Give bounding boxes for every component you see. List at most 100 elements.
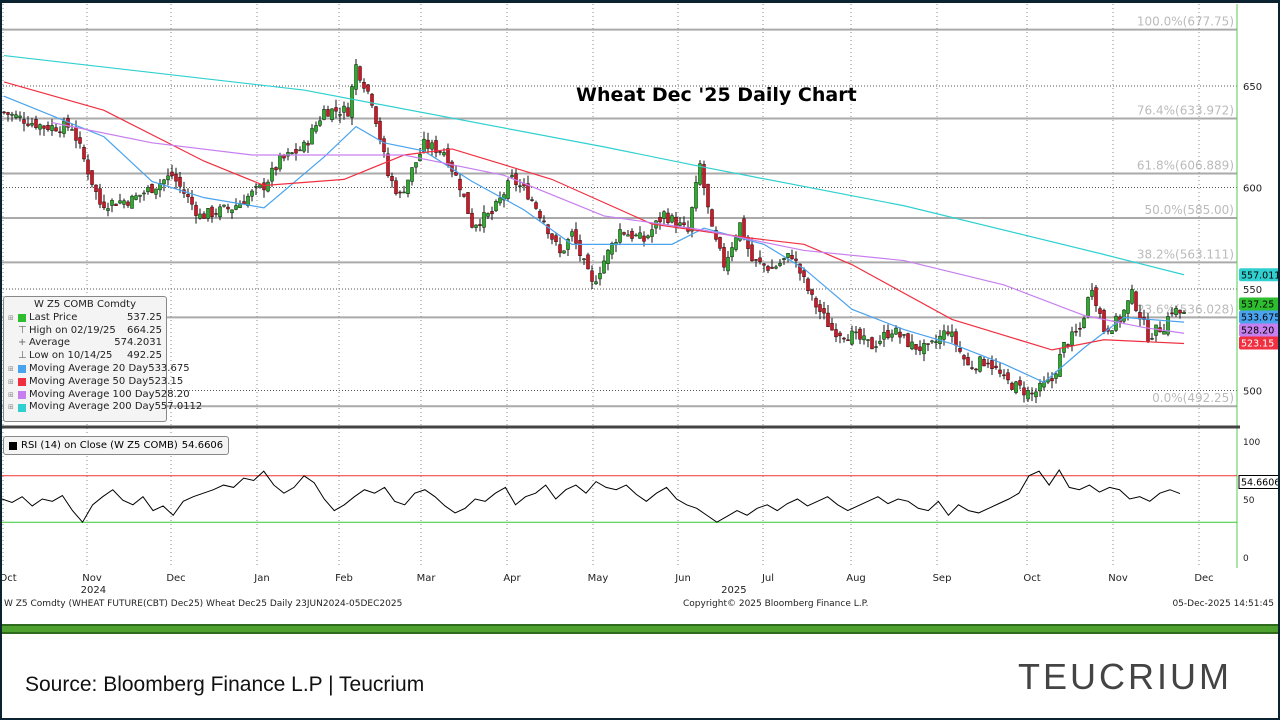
rsi-swatch — [9, 441, 17, 450]
y-tick-label: 500 — [1243, 387, 1262, 398]
candle-body — [954, 331, 958, 346]
candle-body — [314, 125, 318, 132]
candle-body — [846, 339, 850, 342]
candle-body — [62, 120, 66, 134]
candle-body — [350, 86, 354, 118]
legend-label: Moving Average 20 Day — [29, 362, 149, 374]
fib-label: 38.2%(563.111) — [1137, 247, 1234, 261]
candle-body — [910, 341, 914, 350]
candle-body — [166, 175, 170, 181]
x-month-label: Jan — [253, 573, 269, 584]
x-month-label: Apr — [503, 573, 521, 584]
candle-body — [714, 229, 718, 240]
candle-body — [886, 330, 890, 339]
candle-body — [466, 192, 470, 214]
candle-body — [818, 304, 822, 312]
fib-label: 23.6%(536.028) — [1137, 302, 1234, 316]
candle-body — [450, 161, 454, 172]
candle-body — [1162, 330, 1166, 335]
axis-tag-value: 557.0112 — [1241, 270, 1280, 281]
candle-body — [2, 111, 6, 114]
candle-body — [86, 159, 90, 175]
candle-body — [742, 218, 746, 240]
candle-body — [558, 244, 562, 254]
candle-body — [598, 273, 602, 280]
candle-body — [462, 193, 466, 197]
candle-body — [982, 358, 986, 367]
candle-body — [542, 220, 546, 223]
candle-body — [766, 266, 770, 271]
candle-body — [242, 201, 246, 205]
candle-body — [286, 152, 290, 157]
x-month-label: Oct — [1023, 573, 1040, 584]
candle-body — [806, 278, 810, 291]
ma-line — [3, 54, 1185, 276]
candle-body — [174, 173, 178, 182]
chart-title: Wheat Dec '25 Daily Chart — [576, 84, 857, 106]
candle-body — [638, 232, 642, 239]
x-month-label: Nov — [82, 573, 102, 584]
candle-body — [1134, 291, 1138, 311]
candle-body — [754, 259, 758, 261]
legend-value: 574.2031 — [114, 337, 162, 349]
candle-body — [398, 191, 402, 194]
candle-body — [230, 209, 234, 214]
teucrium-logo: TEUCRIUM — [1018, 656, 1232, 697]
candle-body — [942, 330, 946, 340]
candle-body — [718, 237, 722, 249]
candle-body — [634, 234, 638, 237]
candle-body — [50, 125, 54, 131]
price-chart: 100.0%(677.75) 76.4%(633.972) 61.8%(606.88… — [0, 4, 1280, 596]
candle-body — [1178, 309, 1182, 314]
candle-body — [526, 183, 530, 200]
candle-body — [1182, 312, 1186, 314]
candle-body — [750, 244, 754, 262]
candle-body — [1082, 318, 1086, 328]
candle-body — [902, 334, 906, 336]
candle-body — [994, 365, 998, 368]
candle-body — [858, 328, 862, 340]
candle-body — [110, 200, 114, 206]
candle-body — [162, 179, 166, 185]
ma-line — [3, 95, 1185, 384]
candle-body — [878, 340, 882, 344]
x-month-label: Nov — [1108, 573, 1128, 584]
candle-body — [278, 155, 282, 170]
candle-body — [966, 357, 970, 366]
candle-body — [206, 208, 210, 219]
candle-body — [762, 263, 766, 266]
candle-body — [786, 253, 790, 258]
axis-tag-value: 523.15 — [1241, 339, 1274, 350]
candle-body — [814, 298, 818, 308]
footer-copyright: Copyright© 2025 Bloomberg Finance L.P. — [683, 599, 869, 609]
x-month-label: May — [588, 573, 609, 584]
candle-body — [734, 237, 738, 250]
candle-body — [154, 188, 158, 195]
candle-body — [306, 143, 310, 146]
candle-body — [478, 224, 482, 226]
legend-title: W Z5 COMB Comdty — [33, 299, 136, 310]
fib-label: 50.0%(585.00) — [1145, 203, 1234, 217]
candle-body — [1146, 319, 1150, 342]
axis-tag-value: 528.20 — [1241, 326, 1274, 337]
candle-body — [326, 109, 330, 117]
y-tick-label: 650 — [1243, 82, 1262, 93]
candle-body — [6, 112, 10, 115]
candle-body — [78, 137, 82, 144]
candle-body — [402, 191, 406, 194]
candle-body — [694, 182, 698, 209]
legend-row: ⊞ Moving Average 20 Day 533.675 — [8, 362, 190, 374]
x-month-label: Dec — [1194, 573, 1213, 584]
candle-body — [1150, 338, 1154, 340]
candle-body — [82, 147, 86, 160]
candle-body — [118, 200, 122, 204]
candle-body — [554, 235, 558, 242]
candle-body — [850, 330, 854, 345]
rsi-line — [1, 469, 1181, 524]
candle-body — [246, 195, 250, 207]
axis-tag — [1239, 297, 1280, 311]
footer-security: W Z5 Comdty (WHEAT FUTURE(CBT) Dec25) Wh… — [4, 599, 403, 609]
candle-body — [690, 207, 694, 232]
x-year-label: 2025 — [721, 585, 746, 596]
candle-body — [738, 222, 742, 241]
